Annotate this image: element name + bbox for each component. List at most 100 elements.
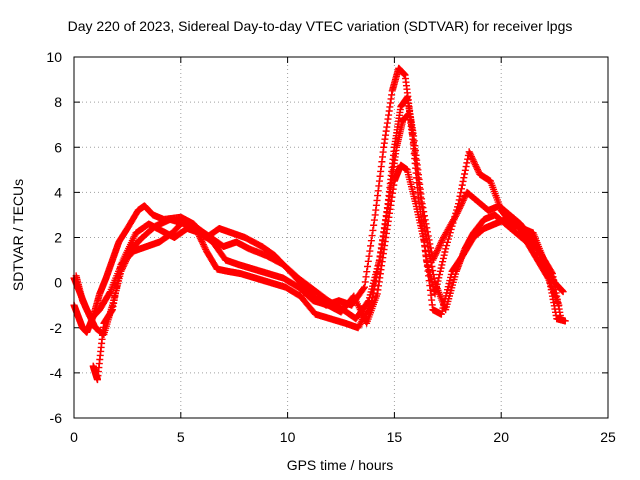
data-point <box>447 270 455 278</box>
data-point <box>471 159 478 167</box>
data-point <box>458 198 466 206</box>
data-point <box>437 310 445 318</box>
data-point <box>427 258 435 266</box>
y-tick-label: 0 <box>54 275 62 291</box>
data-point <box>436 267 444 275</box>
data-point <box>467 151 475 159</box>
y-tick-label: -4 <box>50 365 63 381</box>
data-point <box>374 265 382 273</box>
data-point <box>440 298 448 306</box>
data-point <box>431 251 439 259</box>
data-series <box>70 64 569 384</box>
data-point <box>468 154 476 162</box>
x-tick-label: 0 <box>70 429 78 445</box>
x-axis-label: GPS time / hours <box>286 457 394 473</box>
data-point <box>367 242 375 250</box>
data-point <box>430 253 438 261</box>
data-point <box>436 240 444 248</box>
data-point <box>433 246 441 254</box>
data-point <box>457 201 465 209</box>
data-point <box>434 277 442 285</box>
data-point <box>470 157 478 165</box>
data-point <box>372 273 380 281</box>
data-point <box>459 196 467 204</box>
data-point <box>458 200 466 208</box>
data-point <box>462 163 470 171</box>
data-point <box>420 212 428 220</box>
data-point <box>466 149 474 157</box>
series-track-3 <box>89 109 563 384</box>
x-tick-label: 10 <box>280 429 296 445</box>
y-tick-label: 4 <box>54 184 62 200</box>
data-point <box>430 275 438 283</box>
data-point <box>366 247 374 255</box>
data-point <box>440 251 448 259</box>
data-point <box>455 206 463 214</box>
data-point <box>460 174 468 182</box>
data-point <box>360 283 368 291</box>
data-point <box>438 261 446 269</box>
data-point <box>465 148 473 156</box>
data-point <box>373 269 381 277</box>
x-tick-label: 25 <box>600 429 616 445</box>
data-point <box>442 292 450 300</box>
data-point <box>561 317 569 325</box>
data-point <box>463 159 471 167</box>
data-point <box>360 284 368 292</box>
data-point <box>458 181 466 189</box>
x-tick-label: 5 <box>177 429 185 445</box>
data-point <box>362 273 370 281</box>
data-point <box>364 263 372 271</box>
data-point <box>445 280 453 288</box>
data-point <box>458 185 466 193</box>
data-point <box>473 164 481 172</box>
x-tick-label: 15 <box>387 429 403 445</box>
data-point <box>426 254 434 262</box>
series-track-4 <box>72 161 569 327</box>
data-point <box>461 193 469 201</box>
data-point <box>367 237 375 245</box>
y-tick-label: 6 <box>54 139 62 155</box>
data-point <box>375 261 383 269</box>
data-point <box>371 281 379 289</box>
data-point <box>370 221 378 229</box>
data-point <box>455 204 463 212</box>
data-point <box>443 238 451 246</box>
data-point <box>454 208 462 216</box>
data-point <box>442 245 450 253</box>
data-point <box>472 162 480 170</box>
data-point <box>200 242 208 250</box>
data-point <box>438 237 446 245</box>
data-point <box>443 242 451 250</box>
series-track-1 <box>70 64 567 336</box>
data-point <box>363 268 371 276</box>
y-tick-label: 10 <box>46 49 62 65</box>
plot-frame <box>73 56 609 419</box>
data-point <box>471 161 479 169</box>
data-point <box>443 289 451 297</box>
data-point <box>432 250 440 258</box>
data-point <box>437 238 445 246</box>
data-point <box>364 298 372 306</box>
data-point <box>421 226 429 234</box>
data-point <box>435 274 443 282</box>
data-point <box>199 239 207 247</box>
data-point <box>434 245 442 253</box>
data-point <box>106 289 114 297</box>
data-point <box>461 170 469 178</box>
data-point <box>436 271 444 279</box>
data-point <box>438 307 446 315</box>
data-point <box>447 273 455 281</box>
data-point <box>469 156 477 164</box>
data-point <box>197 236 205 244</box>
data-point <box>461 166 469 174</box>
data-point <box>444 283 452 291</box>
data-point <box>371 277 379 285</box>
data-point <box>426 250 434 258</box>
data-point <box>439 258 447 266</box>
data-point <box>425 246 433 254</box>
data-point <box>201 244 209 252</box>
data-point <box>368 232 376 240</box>
data-point <box>435 243 443 251</box>
